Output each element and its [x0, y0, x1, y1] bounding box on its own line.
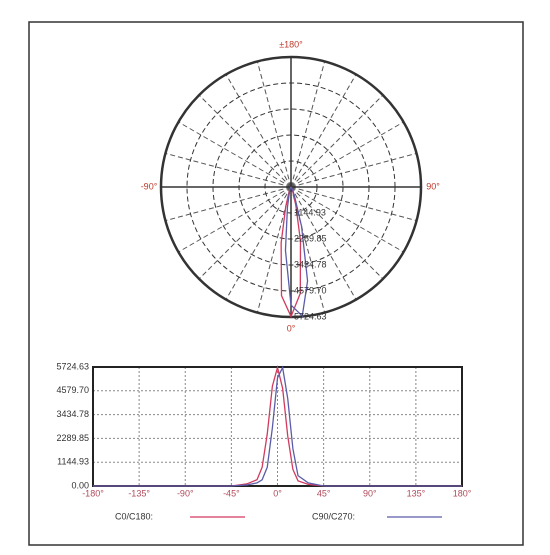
- x-tick-label: -45°: [223, 488, 240, 498]
- x-tick-label: -135°: [128, 488, 150, 498]
- y-tick-label: 1144.93: [57, 457, 89, 467]
- radial-label: 2289.85: [294, 233, 327, 243]
- frame: [28, 21, 524, 546]
- y-tick-label: 2289.85: [56, 433, 89, 443]
- polar-curve: [284, 186, 309, 318]
- x-tick-label: 45°: [317, 488, 331, 498]
- line-series: [93, 365, 462, 487]
- radial-line: [225, 74, 292, 188]
- radial-line: [290, 186, 357, 300]
- radial-line: [198, 94, 292, 188]
- angle-label: 90°: [426, 181, 440, 191]
- radial-line: [225, 186, 292, 300]
- angle-label: -90°: [141, 181, 158, 191]
- radial-line: [165, 152, 292, 188]
- angle-label: ±180°: [279, 39, 303, 49]
- y-tick-label: 4579.70: [56, 385, 89, 395]
- radial-line: [290, 186, 384, 280]
- radial-line: [290, 94, 384, 188]
- radial-line: [256, 186, 292, 313]
- line-series: [93, 364, 462, 487]
- x-tick-label: 180°: [453, 488, 472, 498]
- radial-label: 5724.63: [294, 311, 327, 321]
- radial-label: 3434.78: [294, 259, 327, 269]
- legend-label: C90/C270:: [312, 511, 355, 521]
- angle-label: 0°: [287, 323, 296, 333]
- radial-line: [290, 121, 404, 188]
- radial-line: [165, 186, 292, 222]
- radial-line: [178, 186, 292, 253]
- x-tick-label: -180°: [82, 488, 104, 498]
- radial-line: [290, 186, 326, 313]
- radial-line: [290, 61, 326, 188]
- y-tick-label: 3434.78: [56, 409, 89, 419]
- radial-line: [290, 152, 417, 188]
- x-tick-label: 90°: [363, 488, 377, 498]
- radial-line: [198, 186, 292, 280]
- radial-line: [256, 61, 292, 188]
- radial-label: 1144.93: [294, 207, 326, 217]
- radial-label: 4579.70: [294, 285, 327, 295]
- radial-line: [290, 74, 357, 188]
- legend-label: C0/C180:: [115, 511, 153, 521]
- radial-line: [178, 121, 292, 188]
- x-tick-label: 135°: [407, 488, 426, 498]
- y-tick-label: 5724.63: [56, 361, 89, 371]
- x-tick-label: -90°: [177, 488, 194, 498]
- x-tick-label: 0°: [273, 488, 282, 498]
- radial-line: [290, 186, 404, 253]
- radial-line: [290, 186, 417, 222]
- y-tick-label: 0.00: [71, 480, 89, 490]
